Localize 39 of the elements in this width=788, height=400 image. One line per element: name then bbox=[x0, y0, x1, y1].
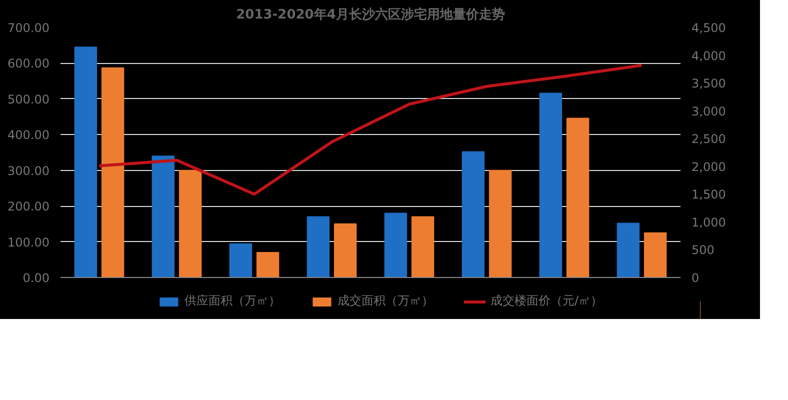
bar bbox=[152, 156, 175, 278]
legend-label: 成交楼面价（元/㎡） bbox=[490, 292, 603, 310]
y-tick-label: 700.00 bbox=[8, 21, 50, 35]
bar bbox=[178, 170, 202, 278]
bar bbox=[411, 216, 434, 278]
bar bbox=[256, 252, 280, 278]
y2-tick-label: 0 bbox=[692, 271, 700, 285]
legend-label: 供应面积（万㎡） bbox=[184, 292, 280, 310]
bar bbox=[566, 118, 590, 278]
y-tick-label: 500.00 bbox=[8, 92, 50, 106]
y2-tick-label: 2,500 bbox=[692, 132, 726, 146]
y-tick-label: 0.00 bbox=[22, 271, 50, 285]
y2-tick-label: 3,000 bbox=[692, 104, 726, 118]
y2-tick-label: 1,500 bbox=[692, 188, 726, 202]
bar bbox=[74, 46, 98, 278]
bar bbox=[101, 67, 124, 278]
bar bbox=[306, 216, 330, 278]
y2-tick-label: 4,500 bbox=[692, 21, 726, 35]
legend-label: 成交面积（万㎡） bbox=[337, 292, 434, 310]
y2-tick-label: 3,500 bbox=[692, 76, 726, 91]
y-tick-label: 400.00 bbox=[8, 128, 50, 142]
y2-tick-label: 4,000 bbox=[692, 48, 726, 63]
bar bbox=[488, 170, 512, 278]
y2-tick-label: 500 bbox=[692, 243, 714, 258]
bar bbox=[644, 232, 667, 278]
y-tick-label: 600.00 bbox=[8, 56, 50, 71]
y-tick-label: 200.00 bbox=[8, 200, 50, 214]
y2-tick-label: 1,000 bbox=[692, 215, 726, 230]
y-tick-label: 300.00 bbox=[8, 164, 50, 178]
bar bbox=[384, 212, 408, 278]
bar bbox=[539, 92, 562, 278]
chart-title: 2013-2020年4月长沙六区涉宅用地量价走势 bbox=[236, 6, 505, 22]
y2-tick-label: 2,000 bbox=[692, 160, 726, 174]
line-series bbox=[98, 64, 644, 196]
y-tick-label: 100.00 bbox=[8, 235, 50, 250]
bar bbox=[462, 151, 485, 278]
bar bbox=[334, 223, 357, 278]
bar bbox=[229, 243, 252, 278]
bar bbox=[616, 222, 640, 278]
